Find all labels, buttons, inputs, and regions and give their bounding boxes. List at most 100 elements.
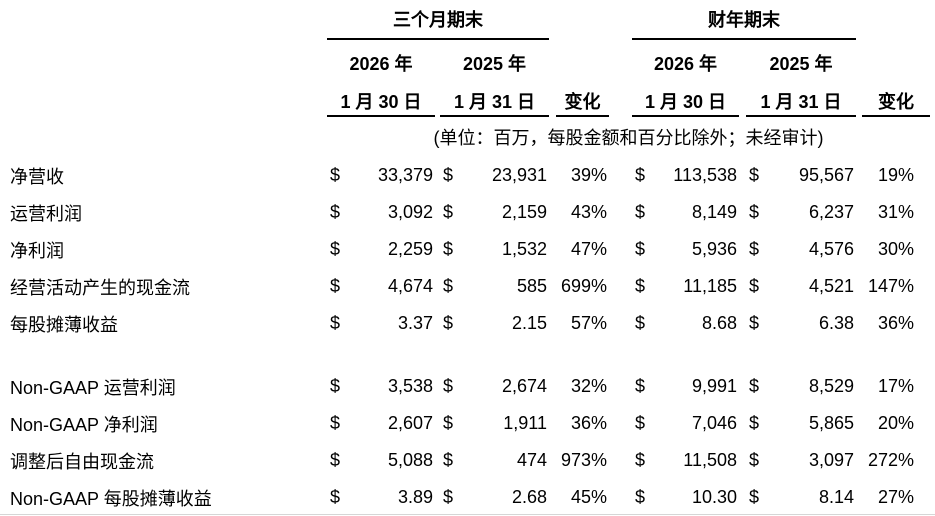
currency-symbol: $ [443,487,454,507]
amount: 3.89 [397,487,433,507]
amount: 474 [516,450,547,470]
cell-q-change: 32% [570,376,607,396]
cell-q2025: $2,674 [440,368,549,405]
amount: 8.68 [701,313,737,333]
cell-q-change: 45% [570,487,607,507]
currency-symbol: $ [749,487,760,507]
table-row-operating-cash-flow: 经营活动产生的现金流 $4,674 $585 699% $11,185 $4,5… [0,268,935,305]
cell-fy2026: $8.68 [632,305,739,342]
cell-q-change: 36% [570,413,607,433]
amount: 1,911 [503,413,547,433]
amount: 2.15 [511,313,547,333]
fiscal-year-group-header: 财年期末 [632,0,856,40]
cell-fy2025: $8.14 [746,479,856,516]
group-header-row: 三个月期末 财年期末 [0,0,935,40]
cell-fy2025: $5,865 [746,405,856,442]
table-row-operating-income: 运营利润 $3,092 $2,159 43% $8,149 $6,237 31% [0,194,935,231]
cell-fy-change: 31% [877,202,914,222]
cell-q2026: $2,259 [327,231,435,268]
currency-symbol: $ [443,376,454,396]
currency-symbol: $ [443,165,454,185]
amount: 2,674 [501,376,547,396]
amount: 5,865 [808,413,854,433]
table-row-adjusted-free-cash-flow: 调整后自由现金流 $5,088 $474 973% $11,508 $3,097… [0,442,935,479]
currency-symbol: $ [749,239,760,259]
currency-symbol: $ [443,313,454,333]
currency-symbol: $ [749,202,760,222]
cell-fy2025: $8,529 [746,368,856,405]
col-header-fy-2025-date: 1 月 31 日 [746,86,856,117]
fiscal-year-group-title: 财年期末 [708,10,780,30]
quarter-group-title: 三个月期末 [393,10,483,30]
currency-symbol: $ [443,239,454,259]
year-header-row: 2026 年 2025 年 2026 年 2025 年 [0,40,935,86]
currency-symbol: $ [330,487,341,507]
cell-q-change: 973% [560,450,607,470]
amount: 95,567 [798,165,854,185]
currency-symbol: $ [635,376,646,396]
cell-q-change: 699% [560,276,607,296]
section-gap [0,342,935,368]
amount: 585 [516,276,547,296]
currency-symbol: $ [635,276,646,296]
table-row-nongaap-operating-income: Non-GAAP 运营利润 $3,538 $2,674 32% $9,991 $… [0,368,935,405]
quarter-group-header: 三个月期末 [327,0,549,40]
cell-q2025: $585 [440,268,549,305]
currency-symbol: $ [330,202,341,222]
cell-fy2025: $6,237 [746,194,856,231]
currency-symbol: $ [749,450,760,470]
amount: 8.14 [818,487,854,507]
col-header-q-2025-year: 2025 年 [462,54,527,74]
amount: 5,088 [387,450,433,470]
cell-fy2026: $11,508 [632,442,739,479]
amount: 6,237 [808,202,854,222]
table-row-nongaap-diluted-eps: Non-GAAP 每股摊薄收益 $3.89 $2.68 45% $10.30 $… [0,479,935,516]
row-label: 净营收 [10,166,64,187]
cell-fy-change: 17% [877,376,914,396]
amount: 6.38 [818,313,854,333]
col-header-fy-2026-date: 1 月 30 日 [632,86,739,117]
unit-note-row: (单位：百万，每股金额和百分比除外；未经审计) [0,117,935,157]
amount: 113,538 [673,165,737,185]
cell-fy2025: $4,576 [746,231,856,268]
currency-symbol: $ [635,313,646,333]
cell-q-change: 47% [570,239,607,259]
amount: 4,674 [387,276,433,296]
col-header-q-2026-date: 1 月 30 日 [327,86,435,117]
amount: 11,508 [683,450,737,470]
currency-symbol: $ [330,450,341,470]
amount: 33,379 [377,165,433,185]
col-header-q-change: 变化 [556,86,609,117]
amount: 3.37 [397,313,433,333]
currency-symbol: $ [330,239,341,259]
unit-note: (单位：百万，每股金额和百分比除外；未经审计) [433,128,824,148]
cell-q-change: 57% [570,313,607,333]
currency-symbol: $ [330,165,341,185]
row-label: Non-GAAP 每股摊薄收益 [10,488,212,509]
cell-q2025: $2.68 [440,479,549,516]
currency-symbol: $ [330,413,341,433]
amount: 11,185 [683,276,737,296]
cell-fy-change: 36% [877,313,914,333]
row-label: 经营活动产生的现金流 [10,277,190,298]
col-header-fy-2026-year: 2026 年 [653,54,718,74]
cell-q2025: $2,159 [440,194,549,231]
currency-symbol: $ [330,376,341,396]
cell-q2026: $33,379 [327,157,435,194]
currency-symbol: $ [749,313,760,333]
table-row-diluted-eps: 每股摊薄收益 $3.37 $2.15 57% $8.68 $6.38 36% [0,305,935,342]
amount: 2,259 [387,239,433,259]
cell-fy2025: $3,097 [746,442,856,479]
cell-q2026: $3,092 [327,194,435,231]
cell-fy-change: 19% [877,165,914,185]
cell-fy-change: 272% [867,450,914,470]
currency-symbol: $ [749,376,760,396]
currency-symbol: $ [635,202,646,222]
currency-symbol: $ [443,202,454,222]
amount: 3,538 [387,376,433,396]
amount: 2,607 [387,413,433,433]
row-label: 净利润 [10,240,64,261]
row-label: Non-GAAP 净利润 [10,414,158,435]
currency-symbol: $ [330,313,341,333]
